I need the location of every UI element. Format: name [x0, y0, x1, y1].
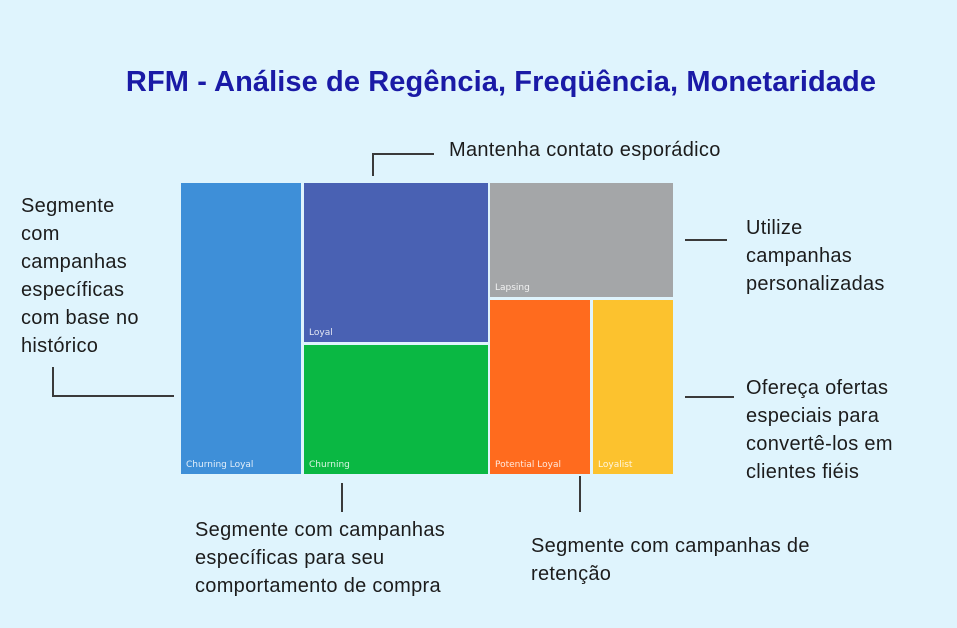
connector-potential-loyal — [579, 476, 581, 512]
tile-label-lapsing: Lapsing — [495, 283, 530, 293]
tile-label-loyal: Loyal — [309, 328, 333, 338]
tile-lapsing: Lapsing — [490, 183, 673, 297]
tile-label-potential-loyal: Potential Loyal — [495, 460, 561, 470]
connector-churning — [341, 483, 343, 512]
connector-loyal-horizontal — [372, 153, 434, 155]
note-loyal: Mantenha contato esporádico — [449, 139, 721, 161]
connector-churning-loyal-horizontal — [52, 395, 174, 397]
tile-loyal: Loyal — [304, 183, 488, 342]
tile-label-churning: Churning — [309, 460, 350, 470]
tile-loyalist: Loyalist — [593, 300, 673, 474]
tile-churning-loyal: Churning Loyal — [181, 183, 301, 474]
connector-lapsing — [685, 239, 727, 241]
note-loyalist: Ofereça ofertas especiais para convertê-… — [746, 377, 893, 483]
tile-potential-loyal: Potential Loyal — [490, 300, 590, 474]
connector-loyalist — [685, 396, 734, 398]
page-title: RFM - Análise de Regência, Freqüência, M… — [125, 66, 877, 98]
connector-loyal-vertical — [372, 153, 374, 176]
note-churning: Segmente com campanhas específicas para … — [195, 519, 446, 597]
tile-label-loyalist: Loyalist — [598, 460, 633, 470]
note-churning-loyal: Segmente com campanhas específicas com b… — [21, 195, 139, 357]
note-potential-loyal: Segmente com campanhas de retenção — [531, 535, 810, 585]
tile-label-churning-loyal: Churning Loyal — [186, 460, 254, 470]
note-lapsing: Utilize campanhas personalizadas — [746, 217, 885, 295]
connector-churning-loyal-vertical — [52, 367, 54, 397]
tile-churning: Churning — [304, 345, 488, 474]
